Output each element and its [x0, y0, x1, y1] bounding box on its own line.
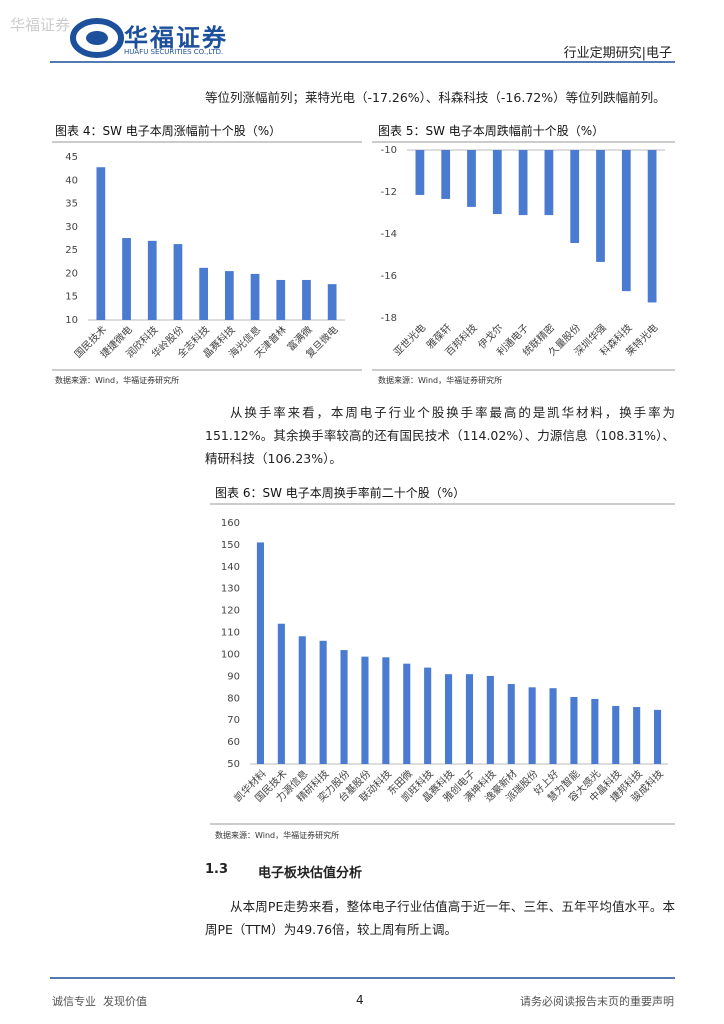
y-tick-label: -14: [381, 229, 397, 240]
y-tick-label: 160: [221, 518, 240, 529]
bar: [465, 674, 474, 764]
bar: [224, 271, 234, 320]
bar: [441, 150, 451, 199]
y-tick-label: 45: [65, 152, 78, 163]
y-tick-label: 140: [221, 562, 240, 573]
logo-core: [86, 31, 108, 45]
bar: [340, 650, 348, 764]
bar: [327, 284, 337, 320]
section-title: 电子板块估值分析: [258, 866, 363, 881]
report-type: 行业定期研究|电子: [563, 46, 672, 61]
bar: [467, 150, 476, 207]
bar: [173, 244, 183, 320]
y-tick-label: -18: [381, 313, 397, 324]
chart-title: 图表 6：SW 电子本周换手率前二十个股（%）: [215, 486, 466, 500]
section-number: 1.3: [205, 862, 229, 877]
y-tick-label: 25: [65, 245, 78, 256]
logo-subtext: HUAFU SECURITIES CO.,LTD.: [124, 48, 224, 56]
bar: [199, 267, 209, 320]
y-tick-label: 110: [221, 628, 240, 639]
bar: [528, 687, 536, 764]
paragraph: 等位列涨幅前列；莱特光电（-17.26%）、科森科技（-16.72%）等位列跌幅…: [205, 90, 666, 105]
bar: [250, 273, 260, 320]
x-tick-label: 亚世光电: [391, 321, 428, 358]
paragraph: 从换手率来看，本周电子行业个股换手率最高的是凯华材料，换手率为151.12%。其…: [205, 405, 675, 466]
y-tick-label: 15: [65, 292, 78, 303]
bar: [415, 150, 425, 195]
y-tick-label: 60: [227, 737, 240, 748]
chart-title: 图表 5：SW 电子本周跌幅前十个股（%）: [378, 124, 605, 138]
bar: [596, 150, 605, 262]
bar: [612, 705, 620, 764]
page-number: 4: [356, 993, 364, 1007]
bar: [403, 663, 411, 764]
bar: [486, 675, 494, 764]
y-tick-label: 70: [227, 715, 240, 726]
y-tick-label: 30: [65, 222, 78, 233]
logo-text: 华福证券: [124, 24, 228, 52]
bar: [298, 636, 306, 764]
chart-title: 图表 4：SW 电子本周涨幅前十个股（%）: [55, 124, 282, 138]
bar: [382, 657, 390, 764]
footer-right: 请务必阅读报告末页的重要声明: [520, 995, 674, 1008]
watermark: 华福证券: [10, 16, 71, 34]
bar: [653, 709, 662, 764]
footer-left: 诚信专业 发现价值: [52, 995, 147, 1008]
bar: [276, 279, 286, 320]
bar: [570, 696, 578, 764]
bar: [361, 656, 369, 764]
chart-source: 数据来源：Wind，华福证券研究所: [378, 376, 503, 385]
y-tick-label: 50: [227, 759, 240, 770]
y-tick-label: -12: [381, 187, 397, 198]
bar: [647, 150, 657, 303]
bar: [122, 238, 131, 320]
y-tick-label: 80: [227, 693, 240, 704]
bar: [507, 684, 515, 764]
chart-source: 数据来源：Wind，华福证券研究所: [215, 831, 340, 840]
bar: [570, 150, 580, 244]
bar: [492, 150, 502, 215]
y-tick-label: 10: [65, 315, 78, 326]
bar: [96, 167, 106, 320]
y-tick-label: 90: [227, 671, 240, 682]
bar: [591, 698, 599, 764]
y-tick-label: 40: [65, 175, 78, 186]
y-tick-label: -10: [381, 145, 397, 156]
bar: [518, 150, 528, 216]
bar: [424, 667, 432, 764]
bar: [544, 150, 554, 216]
bar: [256, 542, 265, 764]
bar: [319, 640, 327, 764]
bar: [444, 674, 453, 764]
bar: [633, 707, 641, 764]
y-tick-label: -16: [381, 271, 397, 282]
paragraph: 从本周PE走势来看，整体电子行业估值高于近一年、三年、五年平均值水平。本周PE（…: [205, 899, 675, 937]
y-tick-label: 150: [221, 540, 240, 551]
y-tick-label: 20: [65, 268, 78, 279]
y-tick-label: 35: [65, 199, 78, 210]
chart-source: 数据来源：Wind，华福证券研究所: [55, 376, 180, 385]
bar: [147, 240, 157, 320]
bar: [549, 688, 557, 764]
bar: [277, 623, 285, 764]
y-tick-label: 130: [221, 584, 240, 595]
y-tick-label: 120: [221, 606, 240, 617]
bar: [621, 150, 631, 292]
y-tick-label: 100: [221, 649, 240, 660]
logo-swirl: [70, 18, 124, 58]
bar: [302, 279, 311, 320]
